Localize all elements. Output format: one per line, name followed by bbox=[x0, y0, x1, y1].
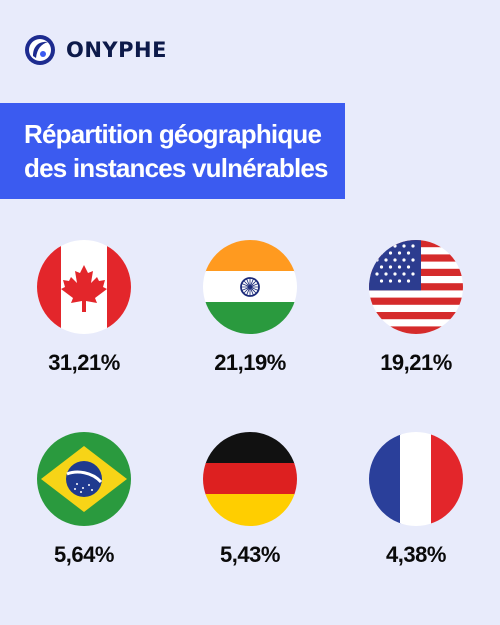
germany-flag-icon bbox=[203, 432, 297, 526]
value-india: 21,19% bbox=[214, 350, 286, 375]
brand-name: ONYPHE bbox=[66, 38, 167, 62]
country-cell-usa: 19,21% bbox=[336, 240, 496, 376]
country-cell-france: 4,38% bbox=[336, 432, 496, 568]
country-cell-brazil: 5,64% bbox=[4, 432, 164, 568]
brand: ONYPHE bbox=[24, 34, 167, 66]
title-line-1: Répartition géographique bbox=[24, 119, 322, 149]
value-usa: 19,21% bbox=[380, 350, 452, 375]
country-cell-india: 21,19% bbox=[170, 240, 330, 376]
title-line-2: des instances vulnérables bbox=[24, 153, 329, 183]
value-france: 4,38% bbox=[386, 542, 446, 567]
canada-flag-icon bbox=[37, 240, 131, 334]
title-banner: Répartition géographique des instances v… bbox=[0, 103, 345, 199]
usa-flag-icon bbox=[369, 240, 463, 334]
value-germany: 5,43% bbox=[220, 542, 280, 567]
india-flag-icon bbox=[203, 240, 297, 334]
country-cell-canada: 31,21% bbox=[4, 240, 164, 376]
brazil-flag-icon bbox=[37, 432, 131, 526]
country-cell-germany: 5,43% bbox=[170, 432, 330, 568]
france-flag-icon bbox=[369, 432, 463, 526]
value-brazil: 5,64% bbox=[54, 542, 114, 567]
value-canada: 31,21% bbox=[48, 350, 120, 375]
onyphe-logo-icon bbox=[25, 35, 55, 65]
